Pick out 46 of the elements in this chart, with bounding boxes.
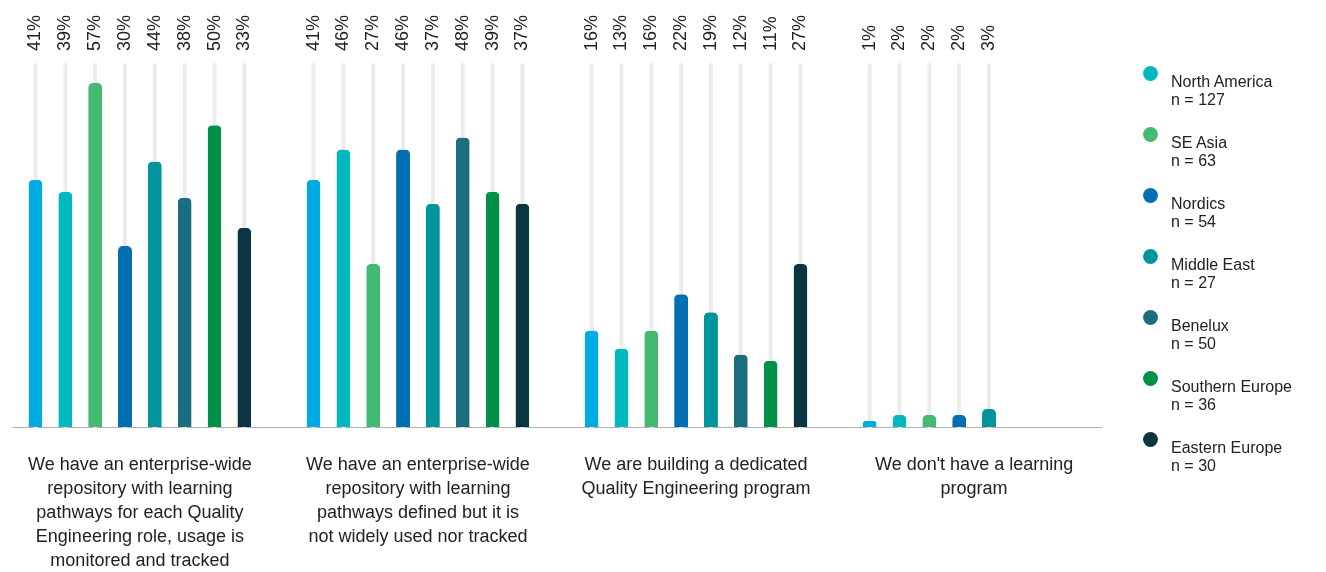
legend-label: Southern Europe n = 36 (1171, 377, 1293, 413)
data-label: 16% (580, 14, 601, 51)
legend-label: SE Asia n = 63 (1171, 133, 1228, 169)
bar (733, 354, 748, 427)
data-label: 39% (54, 14, 75, 51)
data-label: 2% (918, 24, 939, 51)
x-tick-label: We have an enterprise-wide repository with learning pathways defined but it is not widely used nor tracked (306, 453, 530, 546)
x-tick-label: We have an enterprise-wide repository with learning pathways for each Quality Engineering role, usage is monitored and tracked (28, 453, 252, 570)
data-label: 2% (888, 24, 909, 51)
data-label: 3% (978, 24, 999, 51)
data-label: 46% (392, 14, 413, 51)
data-label: 57% (84, 14, 105, 51)
data-label: 46% (332, 14, 353, 51)
data-label: 2% (948, 24, 969, 51)
bar (644, 330, 659, 427)
legend-label: Nordics n = 54 (1171, 194, 1226, 230)
data-label: 37% (421, 14, 442, 51)
legend-label: Eastern Europe n = 30 (1171, 438, 1283, 474)
bar (763, 360, 778, 427)
data-label: 11% (759, 16, 780, 51)
legend-label: Benelux n = 50 (1171, 316, 1229, 352)
data-label: 22% (670, 14, 691, 51)
data-label: 41% (24, 14, 45, 51)
data-label: 27% (789, 14, 810, 51)
data-label: 12% (729, 14, 750, 51)
data-label: 1% (858, 24, 879, 51)
data-label: 48% (451, 14, 472, 51)
data-label: 41% (302, 14, 323, 51)
x-tick-label: We don't have a learning program (874, 453, 1074, 498)
bar (614, 348, 629, 427)
data-label: 33% (233, 14, 254, 51)
data-label: 13% (610, 14, 631, 51)
data-label: 38% (173, 14, 194, 51)
bar (584, 330, 599, 427)
data-label: 16% (640, 14, 661, 51)
data-label: 19% (699, 14, 720, 51)
data-label: 44% (143, 14, 164, 51)
legend-label: North America n = 127 (1171, 72, 1273, 108)
data-label: 27% (362, 14, 383, 51)
bar (703, 312, 718, 427)
data-label: 39% (481, 14, 502, 51)
x-tick-label: We are building a dedicated Quality Engineering program (581, 453, 811, 498)
data-label: 50% (203, 14, 224, 51)
data-label: 37% (511, 14, 532, 51)
legend-label: Middle East n = 27 (1171, 255, 1256, 291)
data-label: 30% (113, 14, 134, 51)
